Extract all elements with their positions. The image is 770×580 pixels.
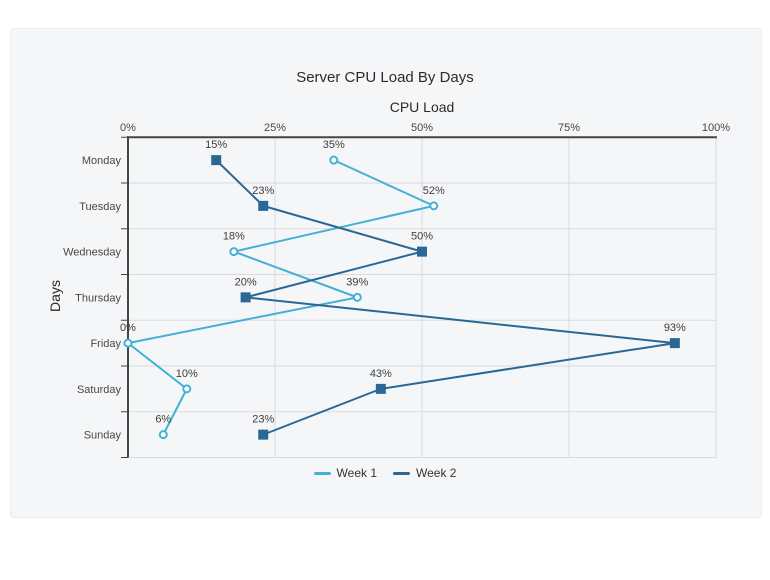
legend-label: Week 2: [416, 466, 457, 480]
point-week-1-sunday[interactable]: [158, 430, 168, 440]
x-tick-label: 75%: [558, 122, 580, 134]
point-week-1-friday[interactable]: [123, 338, 133, 348]
point-week-2-friday[interactable]: [669, 338, 680, 349]
point-week-2-sunday[interactable]: [258, 429, 269, 440]
point-label: 23%: [252, 414, 274, 426]
x-tick-label: 100%: [702, 122, 730, 134]
x-tick-label: 0%: [120, 122, 136, 134]
y-category-label: Thursday: [75, 292, 121, 304]
point-week-2-saturday[interactable]: [375, 383, 386, 394]
point-label: 15%: [205, 139, 227, 151]
legend-label: Week 1: [336, 466, 377, 480]
series-line-week-1: [127, 159, 435, 436]
point-label: 50%: [411, 231, 433, 243]
legend-item-week-2[interactable]: Week 2: [393, 466, 456, 480]
point-label: 52%: [423, 185, 445, 197]
point-week-1-wednesday[interactable]: [229, 247, 239, 257]
legend-swatch-week-2: [393, 471, 410, 475]
point-label: 23%: [252, 185, 274, 197]
point-label: 20%: [235, 276, 257, 288]
point-label: 10%: [176, 368, 198, 380]
point-label: 35%: [323, 139, 345, 151]
y-category-label: Wednesday: [63, 247, 121, 259]
y-category-label: Tuesday: [79, 201, 121, 213]
chart-legend: Week 1 Week 2: [0, 465, 770, 481]
point-label: 43%: [370, 368, 392, 380]
point-week-2-monday[interactable]: [211, 155, 222, 166]
point-label: 0%: [120, 322, 136, 334]
x-tick-label: 25%: [264, 122, 286, 134]
point-week-2-tuesday[interactable]: [258, 200, 269, 211]
legend-swatch-week-1: [313, 471, 331, 475]
x-tick-label: 50%: [411, 122, 433, 134]
point-week-2-wednesday[interactable]: [417, 246, 427, 257]
point-week-2-thursday[interactable]: [240, 292, 251, 303]
chart-title: Server CPU Load By Days: [296, 69, 474, 86]
point-label: 93%: [664, 322, 686, 334]
point-label: 39%: [346, 276, 368, 288]
point-label: 18%: [223, 231, 245, 243]
y-category-label: Monday: [82, 155, 122, 167]
chart-panel: [10, 28, 762, 518]
y-category-label: Sunday: [84, 430, 122, 442]
point-week-1-thursday[interactable]: [352, 292, 362, 302]
y-category-label: Friday: [90, 338, 121, 350]
legend-item-week-1[interactable]: Week 1: [313, 466, 377, 480]
point-week-1-tuesday[interactable]: [429, 201, 439, 211]
point-week-1-monday[interactable]: [329, 155, 339, 165]
x-axis-title: CPU Load: [389, 99, 455, 115]
series-line-week-2: [215, 159, 676, 436]
y-category-label: Saturday: [77, 384, 122, 396]
point-week-1-saturday[interactable]: [182, 384, 192, 394]
point-label: 6%: [155, 414, 171, 426]
